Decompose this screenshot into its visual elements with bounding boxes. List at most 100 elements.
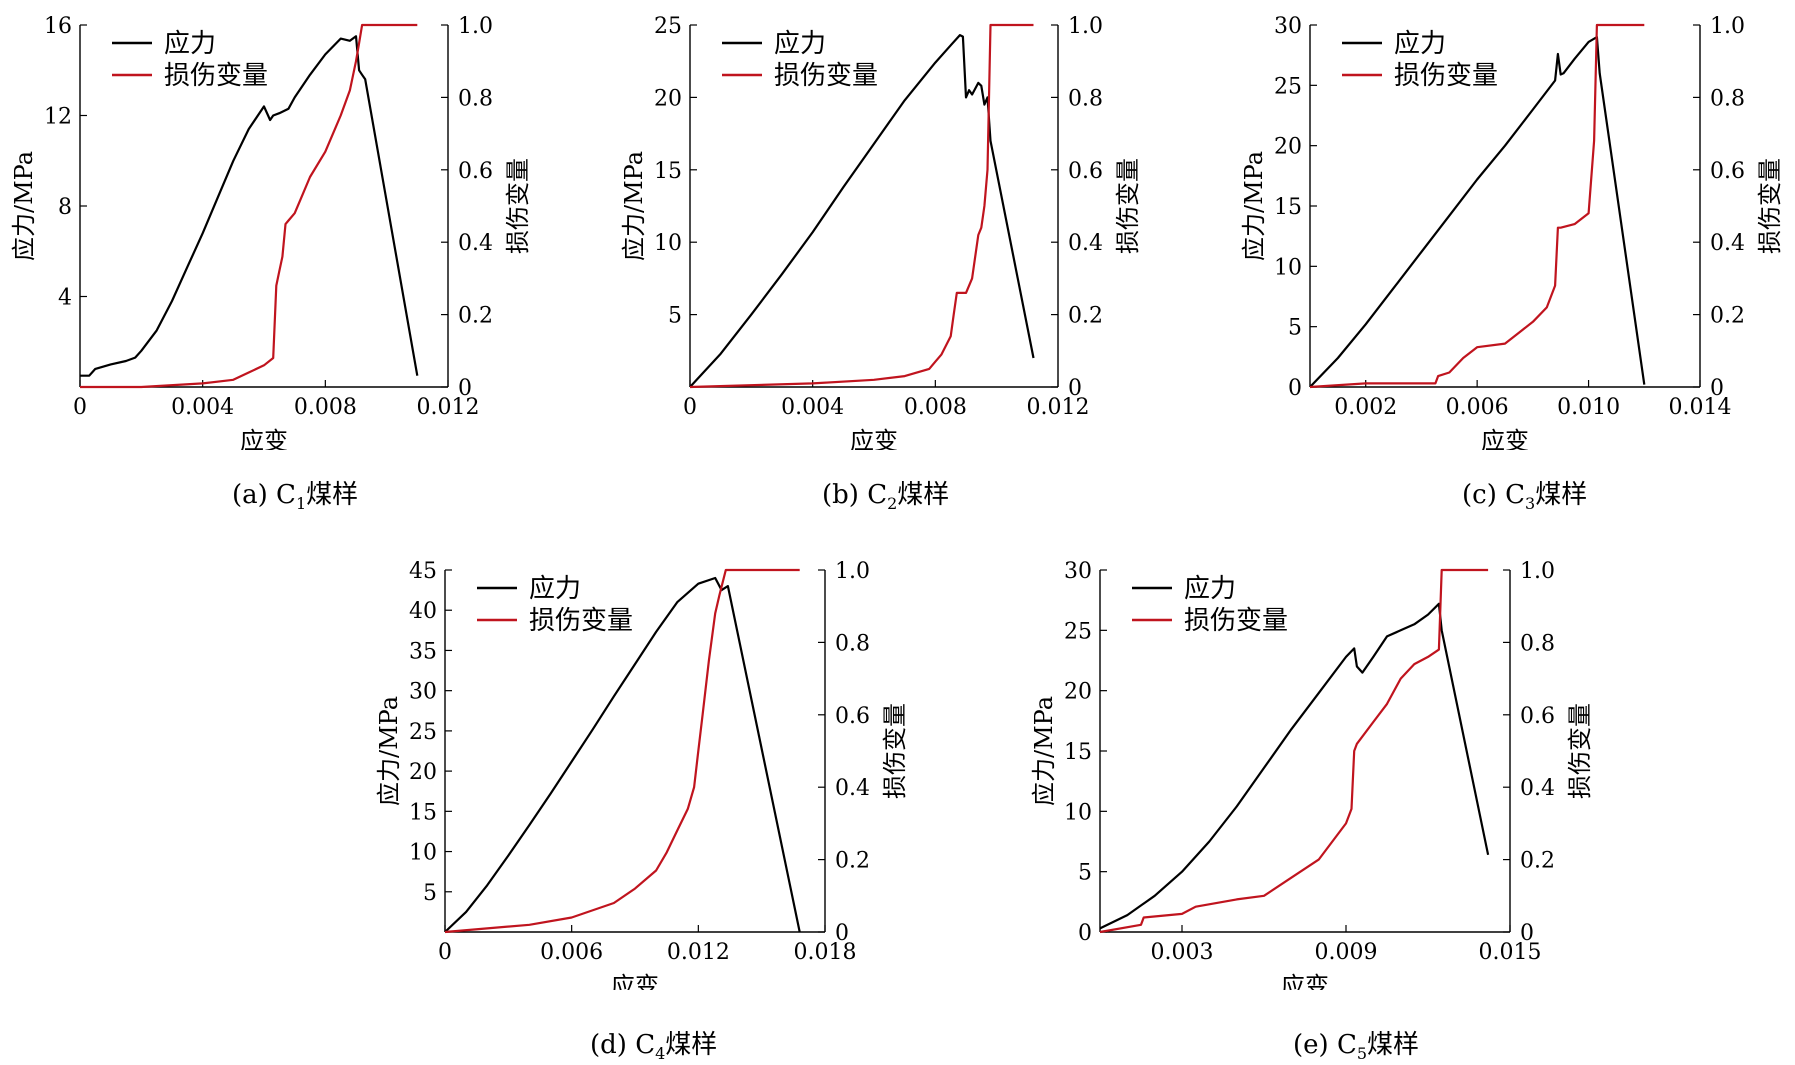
chart-e-plot: 0.003 0.009 0.01505101520253000.20.40.60.8…	[1030, 559, 1594, 990]
caption-e-sub: 5	[1356, 1044, 1368, 1064]
legend-label: 应力	[529, 574, 581, 604]
right-y-axis-label: 损伤变量	[1756, 158, 1784, 254]
x-axis-label: 应变	[850, 427, 898, 450]
legend-label: 应力	[1184, 574, 1236, 604]
left-y-axis-label: 应力/MPa	[1030, 696, 1058, 806]
x-tick-label: 0	[73, 395, 87, 420]
left-y-tick-label: 30	[409, 680, 437, 705]
chart-d-plot: 0 0.006 0.012 0.018 5 10 15 20 25 30 35 40 45 0 0.2 0.4…	[375, 559, 909, 990]
caption-b-sub: 2	[887, 494, 898, 514]
caption-a-sub: 1	[295, 494, 307, 514]
x-tick-label: 0.012	[1027, 395, 1090, 420]
x-tick-label: 0.009	[1315, 940, 1378, 965]
left-y-tick-label: 10	[1064, 800, 1092, 825]
damage-series-line	[689, 23, 1034, 389]
x-axis-label: 应变	[611, 972, 659, 990]
left-y-tick-label: 15	[1064, 740, 1092, 765]
left-y-tick-label: 15	[654, 159, 682, 184]
right-y-tick-label: 0	[1520, 921, 1534, 946]
caption-c-suffix: 煤样	[1535, 480, 1588, 510]
x-tick-label: 0.015	[1479, 940, 1542, 965]
left-y-tick-label: 20	[409, 760, 437, 785]
right-y-axis-label: 损伤变量	[1566, 703, 1594, 799]
right-y-tick-label: 0.8	[835, 631, 870, 656]
chart-b-plot: 0 0.004 0.008 0.012 5 10 15 20 25 0 0.2 0.4 0.6 0.8 1.…	[620, 14, 1142, 450]
x-tick-label: 0	[683, 395, 697, 420]
left-y-tick-label: 5	[1078, 861, 1092, 886]
caption-d: (d) C4煤样	[590, 1024, 717, 1063]
caption-a: (a) C1煤样	[232, 474, 358, 513]
left-y-tick-label: 5	[668, 304, 682, 329]
legend-label: 损伤变量	[529, 606, 633, 636]
caption-d-prefix: (d) C	[590, 1030, 656, 1060]
right-y-axis-label: 损伤变量	[504, 158, 532, 254]
caption-d-sub: 4	[655, 1044, 666, 1064]
right-y-tick-label: 0.8	[1068, 86, 1103, 111]
caption-b: (b) C2煤样	[822, 474, 949, 513]
left-y-tick-label: 5	[423, 881, 437, 906]
x-tick-label: 0.003	[1151, 940, 1214, 965]
stress-series-line	[80, 35, 419, 377]
legend-label: 损伤变量	[1394, 61, 1498, 91]
x-tick-label: 0.006	[540, 940, 603, 965]
left-y-tick-label: 4	[58, 286, 72, 311]
right-y-tick-label: 1.0	[1710, 14, 1745, 39]
chart-e: 0.003 0.009 0.01505101520253000.20.40.60.8…	[1030, 559, 1594, 990]
right-y-tick-label: 0.6	[835, 704, 870, 729]
chart-a: 0 0.004 0.008 0.012 4 8 12 16 0 0.2 0.4 0.6 0.8 1.0 应变…	[10, 14, 532, 450]
x-tick-label: 0.008	[294, 395, 357, 420]
x-tick-label: 0.018	[794, 940, 857, 965]
right-y-tick-label: 0.6	[1068, 159, 1103, 184]
chart-c: 0.002 0.006 0.010 0.01405101520253000.20.40…	[1240, 14, 1784, 450]
x-tick-label: 0.002	[1334, 395, 1397, 420]
damage-series-line	[1099, 568, 1489, 934]
right-y-tick-label: 0.8	[1520, 631, 1555, 656]
left-y-axis-label: 应力/MPa	[10, 151, 38, 261]
right-y-tick-label: 0.6	[458, 159, 493, 184]
chart-d: 0 0.006 0.012 0.018 5 10 15 20 25 30 35 40 45 0 0.2 0.4…	[375, 559, 909, 990]
left-y-axis-label: 应力/MPa	[1240, 151, 1268, 261]
stress-series-line	[444, 576, 801, 933]
right-y-tick-label: 0	[835, 921, 849, 946]
right-y-tick-label: 0.4	[835, 776, 870, 801]
x-axis-label: 应变	[1281, 972, 1329, 990]
left-y-axis-label: 应力/MPa	[620, 151, 648, 261]
right-y-tick-label: 0	[458, 376, 472, 401]
right-y-axis-label: 损伤变量	[1114, 158, 1142, 254]
right-y-tick-label: 0.8	[1710, 86, 1745, 111]
damage-series-line	[80, 23, 418, 389]
chart-c-plot: 0.002 0.006 0.010 0.01405101520253000.20.40…	[1240, 14, 1784, 450]
left-y-tick-label: 30	[1274, 14, 1302, 39]
x-tick-label: 0.006	[1446, 395, 1509, 420]
right-y-tick-label: 0.4	[1710, 231, 1745, 256]
left-y-tick-label: 0	[1078, 921, 1092, 946]
x-axis-label: 应变	[240, 427, 288, 450]
caption-c: (c) C3煤样	[1462, 474, 1587, 513]
caption-d-suffix: 煤样	[665, 1030, 718, 1060]
caption-b-prefix: (b) C	[822, 480, 888, 510]
left-y-tick-label: 25	[1274, 74, 1302, 99]
x-tick-label: 0.012	[417, 395, 480, 420]
right-y-tick-label: 0	[1710, 376, 1724, 401]
x-tick-label: 0.008	[904, 395, 967, 420]
left-y-tick-label: 10	[654, 231, 682, 256]
caption-e: (e) C5煤样	[1293, 1024, 1419, 1063]
stress-series-line	[1099, 602, 1490, 930]
x-tick-label: 0.004	[781, 395, 844, 420]
stress-series-line	[689, 33, 1035, 388]
caption-a-prefix: (a) C	[232, 480, 296, 510]
caption-c-sub: 3	[1525, 494, 1536, 514]
x-tick-label: 0.010	[1557, 395, 1620, 420]
damage-series-line	[1309, 23, 1645, 389]
left-y-tick-label: 16	[44, 14, 72, 39]
left-y-tick-label: 5	[1288, 316, 1302, 341]
left-y-tick-label: 25	[1064, 619, 1092, 644]
left-y-tick-label: 40	[409, 599, 437, 624]
right-y-tick-label: 0.2	[1068, 304, 1103, 329]
left-y-tick-label: 35	[409, 639, 437, 664]
left-y-tick-label: 10	[1274, 255, 1302, 280]
right-y-tick-label: 0.2	[1520, 849, 1555, 874]
caption-c-prefix: (c) C	[1462, 480, 1526, 510]
right-y-tick-label: 0	[1068, 376, 1082, 401]
caption-b-suffix: 煤样	[897, 480, 950, 510]
